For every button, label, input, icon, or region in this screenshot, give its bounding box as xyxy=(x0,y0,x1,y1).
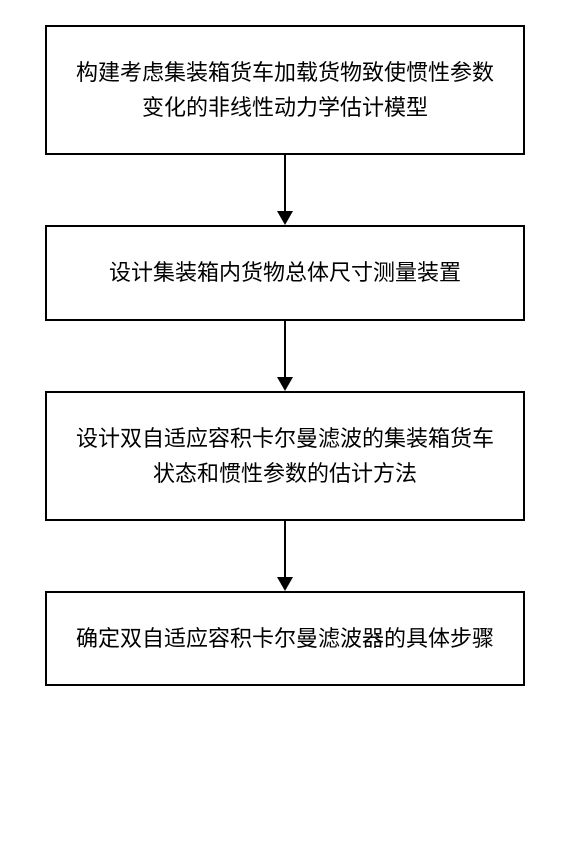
node-text: 确定双自适应容积卡尔曼滤波器的具体步骤 xyxy=(76,621,494,656)
arrow-head-icon xyxy=(277,377,293,391)
flowchart-node: 设计集装箱内货物总体尺寸测量装置 xyxy=(45,225,525,320)
node-text: 设计双自适应容积卡尔曼滤波的集装箱货车状态和惯性参数的估计方法 xyxy=(67,421,503,491)
flowchart-node: 构建考虑集装箱货车加载货物致使惯性参数变化的非线性动力学估计模型 xyxy=(45,25,525,155)
flowchart-arrow xyxy=(45,521,525,591)
flowchart-arrow xyxy=(45,155,525,225)
arrow-head-icon xyxy=(277,211,293,225)
node-text: 构建考虑集装箱货车加载货物致使惯性参数变化的非线性动力学估计模型 xyxy=(67,55,503,125)
arrow-line xyxy=(284,321,286,379)
flowchart-container: 构建考虑集装箱货车加载货物致使惯性参数变化的非线性动力学估计模型 设计集装箱内货… xyxy=(45,25,525,686)
flowchart-node: 设计双自适应容积卡尔曼滤波的集装箱货车状态和惯性参数的估计方法 xyxy=(45,391,525,521)
arrow-line xyxy=(284,155,286,213)
node-text: 设计集装箱内货物总体尺寸测量装置 xyxy=(109,255,461,290)
arrow-head-icon xyxy=(277,577,293,591)
flowchart-arrow xyxy=(45,321,525,391)
flowchart-node: 确定双自适应容积卡尔曼滤波器的具体步骤 xyxy=(45,591,525,686)
arrow-line xyxy=(284,521,286,579)
